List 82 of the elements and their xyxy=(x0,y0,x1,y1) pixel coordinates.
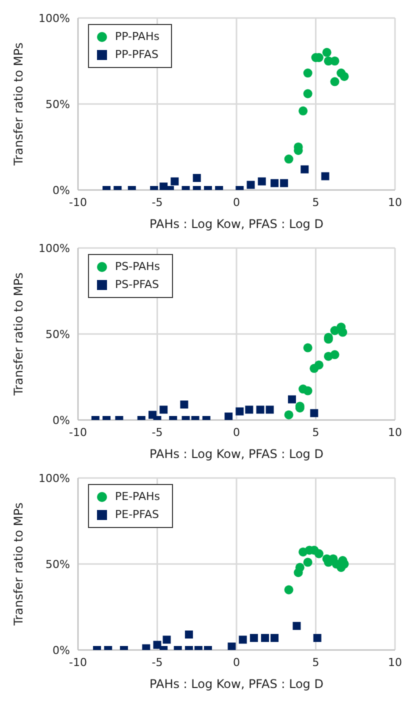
point xyxy=(303,386,312,396)
point xyxy=(261,634,270,642)
point xyxy=(162,636,171,644)
point xyxy=(238,636,247,644)
x-axis-title: PAHs : Log Kow, PFAS : Log D xyxy=(150,447,324,461)
x-tick-label: -5 xyxy=(152,426,163,439)
point xyxy=(322,48,332,57)
point xyxy=(330,350,340,360)
y-tick-label: 100% xyxy=(38,12,70,25)
point xyxy=(236,407,244,416)
point xyxy=(314,549,324,558)
x-tick-label: 5 xyxy=(312,656,320,669)
point xyxy=(246,180,255,189)
x-tick-label: 10 xyxy=(388,196,402,209)
x-tick-label: 0 xyxy=(233,656,240,669)
point xyxy=(270,634,279,642)
point xyxy=(192,174,201,182)
point xyxy=(330,77,340,86)
x-tick-label: -10 xyxy=(69,426,87,439)
point xyxy=(170,177,179,186)
point xyxy=(292,622,301,630)
point xyxy=(303,89,312,98)
point xyxy=(245,406,254,414)
y-tick-label: 100% xyxy=(38,472,70,485)
y-tick-label: 0% xyxy=(52,184,70,197)
point xyxy=(303,558,312,567)
y-tick-label: 0% xyxy=(52,644,70,657)
y-tick-label: 100% xyxy=(38,242,70,255)
legend-label: PE-PAHs xyxy=(115,489,160,505)
point xyxy=(314,360,324,370)
y-tick-label: 50% xyxy=(46,558,70,571)
point xyxy=(256,406,264,414)
point xyxy=(153,640,162,649)
x-tick-label: -5 xyxy=(152,656,163,669)
point xyxy=(313,634,322,642)
y-axis-title: Transfer ratio to MPs xyxy=(11,502,26,627)
x-tick-label: 5 xyxy=(312,196,320,209)
point xyxy=(303,343,312,352)
x-tick-label: 0 xyxy=(233,196,240,209)
point xyxy=(228,642,236,650)
point xyxy=(266,406,274,414)
point xyxy=(330,56,340,66)
legend-label: PP-PFAS xyxy=(115,47,158,63)
point xyxy=(270,179,279,188)
y-axis-title: Transfer ratio to MPs xyxy=(11,272,26,397)
point xyxy=(284,154,294,164)
point xyxy=(180,400,188,409)
x-axis-title: PAHs : Log Kow, PFAS : Log D xyxy=(150,217,324,231)
x-tick-label: 0 xyxy=(233,426,240,439)
point xyxy=(224,412,233,420)
point xyxy=(184,630,193,639)
point xyxy=(284,410,294,420)
point xyxy=(338,328,348,337)
point xyxy=(160,182,168,190)
point xyxy=(250,634,258,642)
legend-label: PS-PFAS xyxy=(115,277,160,293)
x-axis-title: PAHs : Log Kow, PFAS : Log D xyxy=(150,677,324,691)
point xyxy=(303,68,312,78)
x-tick-label: 10 xyxy=(388,426,402,439)
point xyxy=(258,177,266,186)
point xyxy=(160,406,168,414)
y-tick-label: 50% xyxy=(46,98,70,111)
y-axis-title: Transfer ratio to MPs xyxy=(11,42,26,167)
point xyxy=(288,395,296,404)
y-tick-label: 50% xyxy=(46,328,70,341)
point xyxy=(300,165,309,174)
point xyxy=(298,106,308,116)
legend-label: PS-PAHs xyxy=(115,259,160,275)
x-tick-label: -10 xyxy=(69,196,87,209)
point xyxy=(321,172,330,180)
point xyxy=(284,585,294,594)
y-tick-label: 0% xyxy=(52,414,70,427)
x-tick-label: -5 xyxy=(152,196,163,209)
point xyxy=(295,562,304,572)
x-tick-label: 5 xyxy=(312,426,320,439)
legend-label: PP-PAHs xyxy=(115,29,160,45)
point xyxy=(280,179,288,188)
x-tick-label: 10 xyxy=(388,656,402,669)
point xyxy=(310,409,318,418)
x-tick-label: -10 xyxy=(69,656,87,669)
point xyxy=(340,72,349,81)
legend-label: PE-PFAS xyxy=(115,507,160,523)
